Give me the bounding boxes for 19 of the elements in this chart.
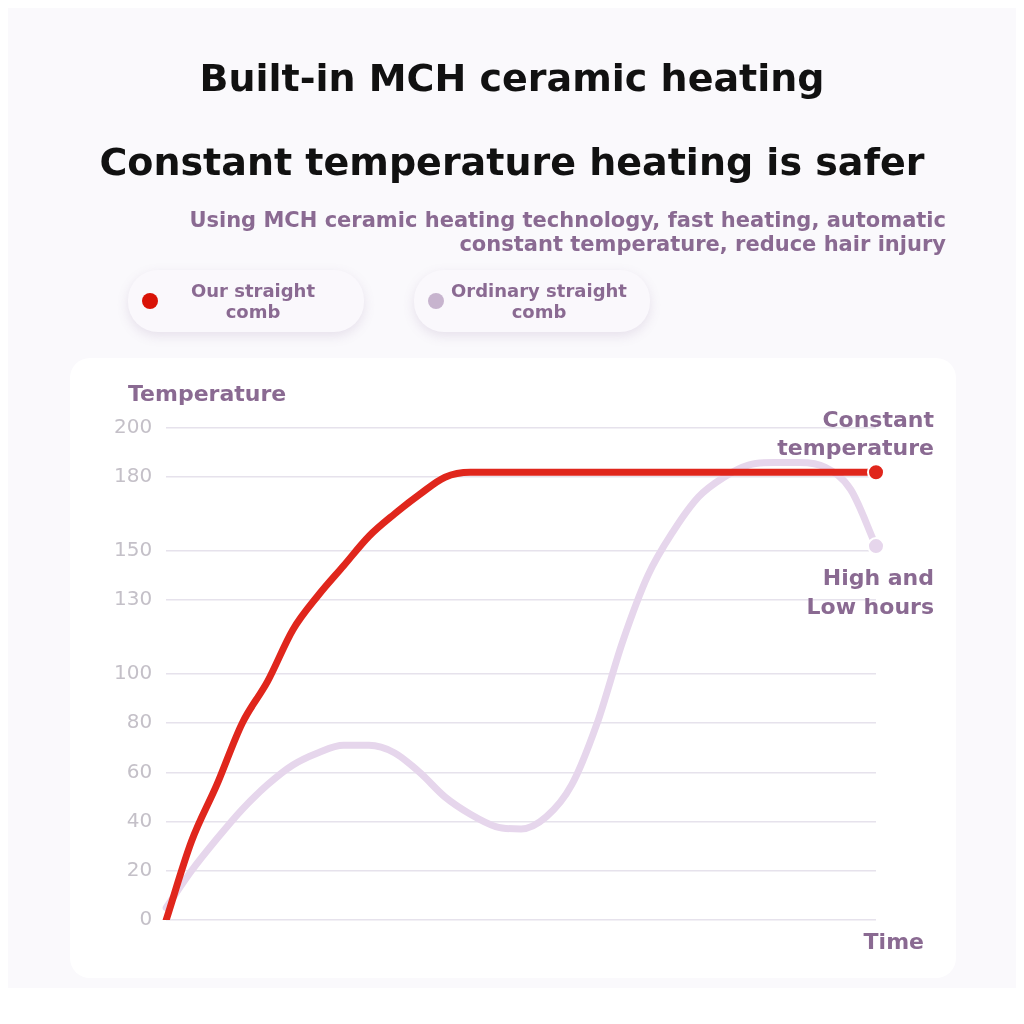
y-tick-label: 180: [113, 463, 153, 488]
y-tick-label: 130: [113, 586, 153, 611]
annotation: Constant temperature: [777, 407, 935, 460]
y-tick-label: 20: [126, 857, 153, 881]
y-tick-label: 100: [113, 660, 153, 685]
y-tick-label: 40: [126, 807, 153, 832]
text: Using MCH ceramic heating technology, fast heating, automatic constant temperature, reduce hair injury: [188, 208, 946, 256]
y-axis-title: Temperature: [128, 380, 287, 406]
x-axis-title: Time: [863, 928, 924, 954]
y-tick-label: 150: [113, 537, 153, 562]
legend-label: Our straight comb: [189, 280, 317, 322]
y-tick-label: 200: [113, 414, 153, 439]
y-tick-label: 0: [139, 906, 153, 931]
y-tick-label: 80: [126, 709, 153, 734]
chart-title: Built-in MCH ceramic heating: [198, 55, 826, 100]
chart-subtitle: Constant temperature heating is safer: [98, 140, 926, 184]
y-tick-label: 60: [126, 758, 153, 783]
legend-label: Ordinary straight comb: [450, 280, 628, 322]
annotation: High and Low hours: [806, 564, 934, 619]
